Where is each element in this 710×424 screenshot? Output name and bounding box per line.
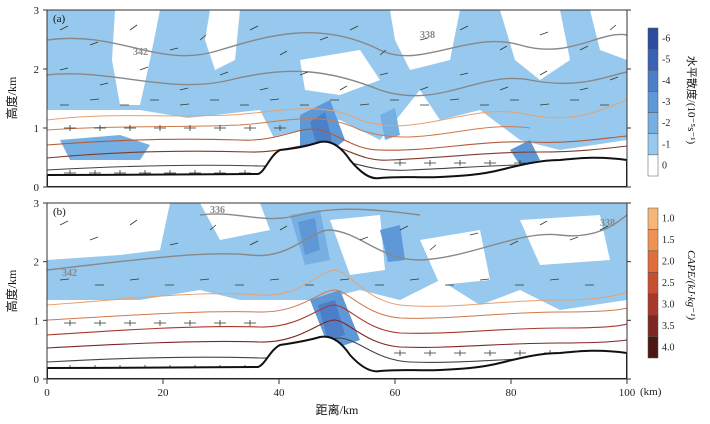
panel-label-a: (a) (53, 13, 66, 25)
colorbar-tick-label: -3 (662, 97, 670, 108)
colorbar-swatch (647, 229, 659, 252)
panel-b: 342 336 338 (b) 0 1 2 3 高度/km (4, 198, 631, 386)
y-tick-label: 2 (34, 257, 40, 269)
colorbar-tick-label: -4 (662, 76, 670, 87)
y-tick-label: 0 (34, 182, 40, 194)
y-tick-label: 3 (34, 198, 40, 210)
y-tick-label: 0 (34, 374, 40, 386)
divergence-field-a (47, 10, 627, 165)
colorbar-tick-label: 2.0 (662, 257, 675, 268)
colorbar-swatch (647, 250, 659, 273)
y-tick-label: 2 (34, 64, 40, 76)
colorbar-tick-label: 4.0 (662, 342, 675, 353)
x-tick-label: 20 (158, 387, 170, 399)
x-tick-label: 60 (390, 387, 402, 399)
colorbar-swatch (647, 207, 659, 230)
x-axis: 0 20 40 60 80 100 (44, 379, 636, 399)
x-tick-label: 80 (506, 387, 518, 399)
x-tick-label: 40 (274, 387, 286, 399)
colorbar-tick-label: 2.5 (662, 278, 675, 289)
y-axis-b: 0 1 2 3 (34, 198, 631, 386)
x-axis-unit: (km) (640, 386, 662, 398)
colorbar-cape: 1.0 1.5 2.0 2.5 3.0 3.5 4.0 (647, 207, 675, 359)
terrain-a (47, 140, 627, 187)
plot-frame-a (46, 9, 628, 188)
colorbar-tick-label: 3.0 (662, 299, 675, 310)
colorbar-label-cape: CAPE/(kJ·kg⁻¹) (685, 250, 697, 320)
colorbar-swatch (647, 154, 659, 177)
terrain-b (47, 335, 627, 379)
x-tick-label: 100 (619, 387, 636, 399)
x-tick-label: 0 (44, 387, 50, 399)
colorbar-tick-label: 1.0 (662, 214, 675, 225)
colorbar-tick-label: 0 (662, 160, 667, 171)
colorbar-swatch (647, 336, 659, 359)
svg-text:338: 338 (600, 218, 615, 229)
wind-vectors-a (59, 24, 619, 176)
colorbar-tick-label: -1 (662, 139, 670, 150)
colorbar-label-divergence: 水平散度/(10⁻⁵s⁻¹) (685, 56, 699, 145)
colorbar-swatch (647, 70, 659, 92)
svg-text:336: 336 (210, 205, 225, 216)
panel-label-b: (b) (53, 206, 66, 218)
svg-text:342: 342 (133, 47, 148, 58)
svg-text:338: 338 (420, 30, 435, 41)
colorbar-tick-label: -2 (662, 118, 670, 129)
y-tick-label: 1 (34, 315, 40, 327)
colorbar-tick-label: -6 (662, 34, 670, 45)
colorbar-swatch (647, 112, 659, 134)
x-axis-label: 距离/km (316, 402, 359, 417)
y-tick-label: 1 (34, 123, 40, 135)
colorbar-swatch (647, 314, 659, 337)
y-tick-label: 3 (34, 5, 40, 17)
divergence-field-b (47, 203, 627, 355)
svg-text:342: 342 (62, 268, 77, 279)
colorbar-swatch (647, 133, 659, 156)
panel-a: 342 338 (a) 0 1 2 3 高度/km (4, 5, 631, 194)
y-axis-label-a: 高度/km (4, 76, 19, 119)
colorbar-swatch (647, 91, 659, 113)
y-axis-a: 0 1 2 3 (34, 5, 631, 194)
colorbar-divergence: -6 -5 -4 -3 -2 -1 0 (647, 27, 670, 177)
theta-contours-b (47, 208, 627, 363)
colorbar-tick-label: 3.5 (662, 321, 675, 332)
y-axis-label-b: 高度/km (4, 269, 19, 312)
colorbar-tick-label: 1.5 (662, 235, 675, 246)
colorbar-swatch (647, 48, 659, 71)
colorbar-swatch (647, 272, 659, 294)
colorbar-tick-label: -5 (662, 55, 670, 66)
colorbar-swatch (647, 293, 659, 316)
plot-frame-b (46, 202, 628, 380)
colorbar-swatch (647, 27, 659, 50)
